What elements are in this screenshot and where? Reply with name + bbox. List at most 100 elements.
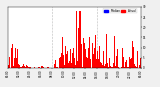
- Point: [67, 49, 70, 50]
- Point: [69, 58, 72, 59]
- Point: [23, 65, 26, 66]
- Point: [97, 60, 100, 61]
- Point: [59, 61, 61, 62]
- Point: [73, 52, 76, 54]
- Point: [74, 56, 77, 58]
- Point: [136, 61, 139, 62]
- Point: [127, 64, 129, 65]
- Point: [107, 58, 110, 59]
- Point: [16, 59, 19, 60]
- Point: [18, 63, 20, 65]
- Point: [92, 56, 94, 57]
- Point: [89, 58, 91, 60]
- Point: [120, 61, 123, 62]
- Point: [62, 53, 64, 54]
- Point: [112, 61, 115, 62]
- Point: [72, 49, 75, 50]
- Point: [55, 64, 57, 66]
- Point: [67, 50, 69, 52]
- Point: [8, 65, 10, 66]
- Point: [97, 60, 100, 61]
- Point: [26, 65, 28, 66]
- Point: [96, 62, 98, 63]
- Point: [128, 63, 131, 64]
- Point: [14, 62, 17, 63]
- Point: [123, 62, 126, 63]
- Point: [137, 60, 140, 61]
- Point: [124, 61, 126, 62]
- Point: [54, 64, 57, 66]
- Point: [9, 62, 11, 63]
- Point: [21, 64, 24, 66]
- Point: [86, 56, 89, 57]
- Point: [79, 55, 81, 56]
- Point: [90, 60, 92, 61]
- Point: [121, 60, 124, 62]
- Point: [90, 58, 92, 59]
- Point: [119, 65, 121, 66]
- Point: [60, 59, 62, 60]
- Point: [24, 65, 27, 67]
- Point: [10, 58, 13, 60]
- Point: [63, 58, 66, 60]
- Point: [121, 62, 123, 63]
- Point: [25, 66, 28, 67]
- Point: [76, 54, 79, 55]
- Point: [138, 63, 141, 65]
- Point: [19, 65, 22, 67]
- Point: [99, 60, 102, 61]
- Point: [94, 61, 97, 62]
- Point: [59, 61, 62, 63]
- Point: [99, 59, 101, 61]
- Point: [122, 60, 124, 61]
- Point: [65, 50, 68, 52]
- Point: [77, 50, 79, 52]
- Point: [29, 65, 31, 67]
- Point: [19, 65, 21, 67]
- Point: [132, 57, 135, 58]
- Point: [13, 61, 16, 62]
- Point: [111, 62, 114, 63]
- Point: [127, 64, 130, 66]
- Point: [12, 61, 15, 63]
- Point: [95, 61, 98, 63]
- Point: [87, 52, 89, 54]
- Point: [11, 57, 13, 58]
- Point: [9, 63, 12, 64]
- Point: [133, 59, 136, 60]
- Point: [128, 64, 131, 65]
- Point: [107, 60, 110, 61]
- Point: [70, 51, 72, 53]
- Point: [76, 46, 79, 48]
- Point: [12, 62, 15, 63]
- Point: [61, 55, 64, 56]
- Point: [113, 55, 116, 56]
- Point: [131, 60, 133, 62]
- Point: [59, 60, 61, 61]
- Point: [76, 52, 79, 53]
- Point: [139, 62, 141, 64]
- Point: [63, 50, 65, 52]
- Point: [61, 57, 64, 59]
- Point: [58, 62, 61, 63]
- Point: [66, 54, 68, 56]
- Point: [103, 61, 106, 62]
- Point: [104, 57, 107, 59]
- Point: [57, 64, 60, 65]
- Point: [129, 62, 132, 64]
- Point: [18, 65, 21, 66]
- Point: [121, 60, 124, 61]
- Point: [15, 56, 18, 58]
- Point: [94, 56, 96, 57]
- Point: [69, 56, 72, 58]
- Point: [16, 60, 19, 62]
- Point: [9, 62, 11, 63]
- Point: [54, 64, 56, 65]
- Point: [107, 58, 110, 59]
- Point: [72, 51, 75, 52]
- Point: [53, 64, 56, 65]
- Point: [89, 57, 92, 59]
- Point: [78, 46, 80, 48]
- Point: [86, 52, 88, 54]
- Point: [119, 64, 121, 65]
